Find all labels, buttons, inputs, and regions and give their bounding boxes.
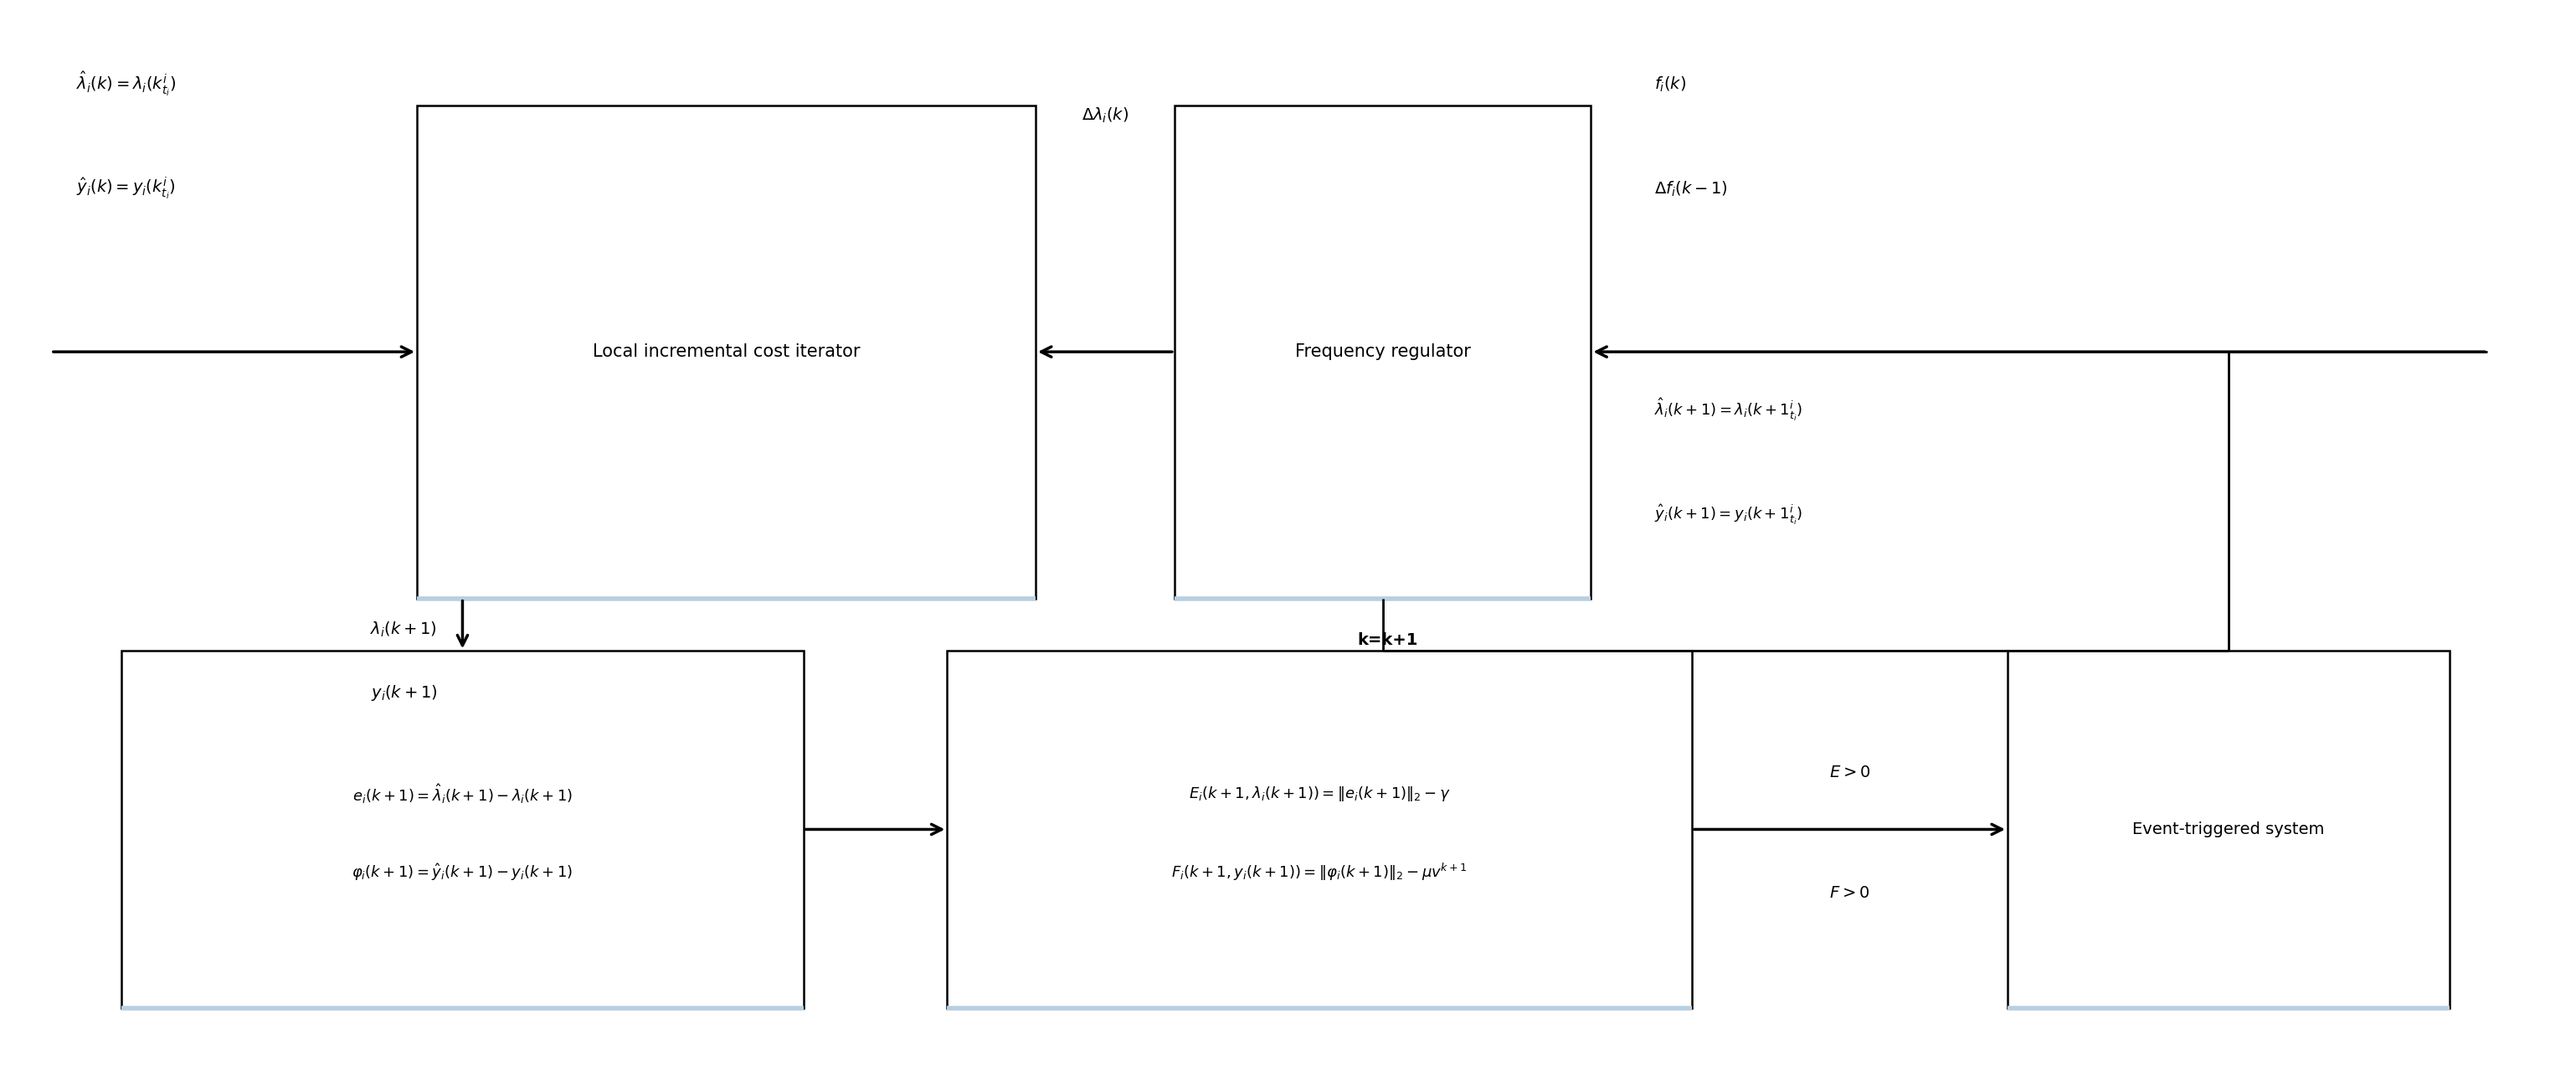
Text: $e_i(k+1) = \hat{\lambda}_i(k+1) - \lambda_i(k+1)$: $e_i(k+1) = \hat{\lambda}_i(k+1) - \lamb… (353, 782, 572, 805)
FancyBboxPatch shape (417, 105, 1036, 599)
Text: $E_i(k+1, \lambda_i(k+1)) = \|e_i(k+1)\|_2 - \gamma$: $E_i(k+1, \lambda_i(k+1)) = \|e_i(k+1)\|… (1188, 784, 1450, 803)
Text: $\hat{\lambda}_i(k) = \lambda_i(k^i_{t_i})$: $\hat{\lambda}_i(k) = \lambda_i(k^i_{t_i… (77, 70, 175, 99)
FancyBboxPatch shape (121, 651, 804, 1008)
Text: $\Delta f_i(k-1)$: $\Delta f_i(k-1)$ (1654, 180, 1728, 198)
Text: $E > 0$: $E > 0$ (1829, 765, 1870, 781)
Text: k=k+1: k=k+1 (1358, 633, 1417, 648)
FancyBboxPatch shape (2007, 651, 2450, 1008)
Text: $F > 0$: $F > 0$ (1829, 886, 1870, 901)
Text: Frequency regulator: Frequency regulator (1296, 344, 1471, 360)
Text: $f_i(k)$: $f_i(k)$ (1654, 75, 1685, 93)
FancyBboxPatch shape (948, 651, 1692, 1008)
Text: Local incremental cost iterator: Local incremental cost iterator (592, 344, 860, 360)
Text: $\hat{y}_i(k+1) = y_i(k+1^i_{t_i})$: $\hat{y}_i(k+1) = y_i(k+1^i_{t_i})$ (1654, 502, 1803, 526)
Text: $\hat{y}_i(k) = y_i(k^i_{t_i})$: $\hat{y}_i(k) = y_i(k^i_{t_i})$ (77, 176, 175, 202)
Text: $\hat{\lambda}_i(k+1) = \lambda_i(k+1^i_{t_i})$: $\hat{\lambda}_i(k+1) = \lambda_i(k+1^i_… (1654, 396, 1803, 423)
Text: $\varphi_i(k+1) = \hat{y}_i(k+1) - y_i(k+1)$: $\varphi_i(k+1) = \hat{y}_i(k+1) - y_i(k… (353, 862, 572, 883)
Text: $F_i(k+1, y_i(k+1)) = \|\varphi_i(k+1)\|_2 - \mu v^{k+1}$: $F_i(k+1, y_i(k+1)) = \|\varphi_i(k+1)\|… (1172, 862, 1468, 883)
FancyBboxPatch shape (1175, 105, 1592, 599)
Text: $\lambda_i(k+1)$: $\lambda_i(k+1)$ (371, 620, 438, 639)
Text: $\Delta\lambda_i(k)$: $\Delta\lambda_i(k)$ (1082, 106, 1128, 125)
Text: $y_i(k+1)$: $y_i(k+1)$ (371, 683, 438, 703)
Text: Event-triggered system: Event-triggered system (2133, 821, 2324, 838)
